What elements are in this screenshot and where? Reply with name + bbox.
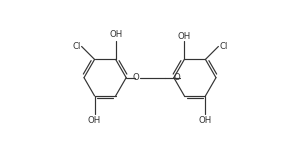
Text: Cl: Cl [219,42,228,51]
Text: Cl: Cl [72,42,81,51]
Text: OH: OH [178,32,191,41]
Text: OH: OH [109,30,122,39]
Text: OH: OH [199,116,212,125]
Text: O: O [173,73,180,82]
Text: O: O [133,73,140,82]
Text: OH: OH [88,116,101,125]
